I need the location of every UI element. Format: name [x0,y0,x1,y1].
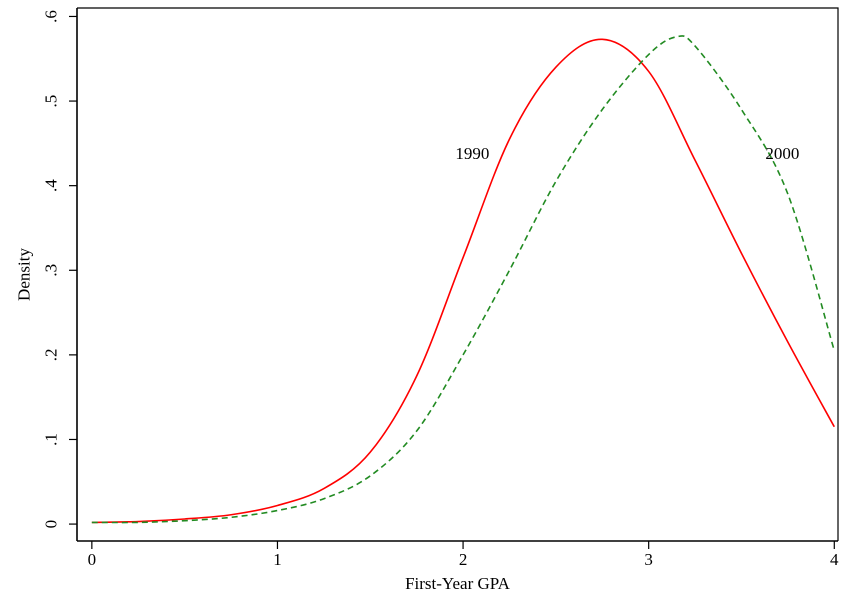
plot-border [77,7,839,541]
annotation-2000: 2000 [765,144,799,163]
y-axis: 0 .1 .2 .3 .4 .5 .6 [42,8,78,541]
y-tick-label: .3 [42,264,61,277]
y-axis-label: Density [15,248,34,301]
y-tick-label: .4 [42,179,61,192]
annotation-layer: 1990 2000 [455,144,799,163]
x-axis: 0 1 2 3 4 [77,540,839,569]
x-tick-label: 2 [459,550,468,569]
annotation-1990: 1990 [455,144,489,163]
x-tick-label: 1 [273,550,282,569]
series-line-2 [91,35,836,524]
y-tick-label: .2 [42,348,61,361]
x-tick-label: 0 [88,550,97,569]
x-tick-label: 3 [644,550,653,569]
y-tick-label: 0 [42,520,61,529]
y-tick-label: .5 [42,95,61,108]
series-layer [91,35,836,524]
y-tick-label: .6 [42,10,61,23]
plot-frame [77,7,839,541]
x-axis-label: First-Year GPA [405,574,511,593]
series-line-1 [91,38,835,524]
x-tick-label: 4 [830,550,839,569]
y-tick-label: .1 [42,433,61,446]
